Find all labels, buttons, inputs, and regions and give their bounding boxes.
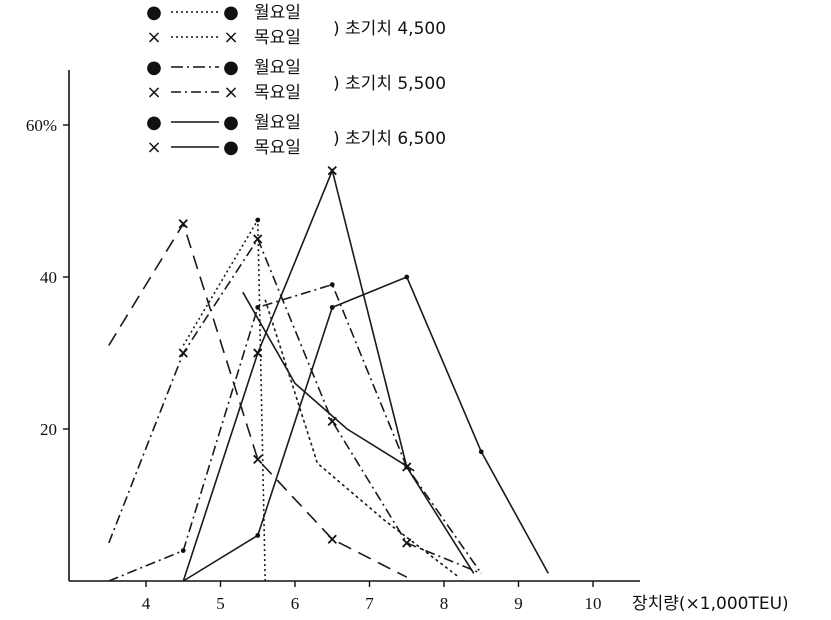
series-line [182,217,266,582]
legend-marker-right: ● [223,2,239,23]
data-point-cross [178,219,188,229]
legend-marker-left: ● [146,2,162,23]
legend-day-label: 목요일 [254,28,301,48]
legend-marker-right: × [223,82,238,103]
series-line [242,291,415,472]
data-point-dot [329,282,335,287]
legend: ● ● 월요일 × × 목요일 ● ● 월요일 × × 목요일 ● ● 월요일 × ● 목요일 ) 초기치 4,50… [146,2,446,158]
legend-day-label: 목요일 [254,138,301,158]
data-point-dot [478,449,484,455]
x-tick-label: 5 [216,594,225,613]
legend-day-label: 월요일 [254,58,301,78]
x-tick-label: 4 [142,594,151,613]
legend-marker-right: × [223,27,238,48]
series-line [108,283,482,582]
data-point-cross [253,348,263,358]
legend-day-label: 월요일 [254,3,301,23]
legend-group-label: ) 초기치 6,500 [333,129,446,149]
legend-marker-left: × [146,27,161,48]
series-line [182,275,550,582]
y-tick-label: 20 [40,420,57,439]
legend-group-label: ) 초기치 4,500 [333,19,446,39]
legend-marker-right: ● [223,57,239,78]
data-point-dot [329,305,335,310]
x-tick-label: 7 [365,594,374,613]
legend-marker-left: ● [146,57,162,78]
legend-marker-left: × [146,137,161,158]
legend-group-label: ) 초기치 5,500 [333,74,446,94]
legend-marker-left: ● [146,112,162,133]
legend-marker-left: × [146,82,161,103]
series-line [108,237,482,575]
y-tick-label: 40 [40,268,57,287]
data-point-dot [255,533,261,538]
legend-day-label: 목요일 [254,83,301,103]
legend-marker-right: ● [223,137,239,158]
series-line [264,299,460,578]
legend-day-label: 월요일 [254,113,301,133]
data-point-cross [402,538,412,548]
series-group [108,165,550,582]
x-axis-label: 장치량(×1,000TEU) [632,594,789,614]
data-point-cross [253,454,263,465]
series-line [108,221,408,578]
x-tick-label: 8 [440,594,449,613]
x-tick-label: 6 [291,594,300,613]
data-point-cross [327,534,337,544]
data-point-dot [180,548,186,553]
legend-marker-right: ● [223,112,239,133]
y-tick-label: 60% [26,116,57,135]
data-point-dot [404,274,410,280]
data-point-dot [255,217,261,223]
series-line [182,168,475,582]
data-point-cross [253,234,263,244]
data-point-cross [327,165,337,176]
x-tick-label: 9 [514,594,523,613]
data-point-dot [255,305,261,310]
x-tick-label: 10 [585,594,602,613]
ticks: 4 5 6 7 8 9 10 20 40 60% [26,116,602,613]
axes [68,70,640,582]
data-point-cross [178,348,188,358]
